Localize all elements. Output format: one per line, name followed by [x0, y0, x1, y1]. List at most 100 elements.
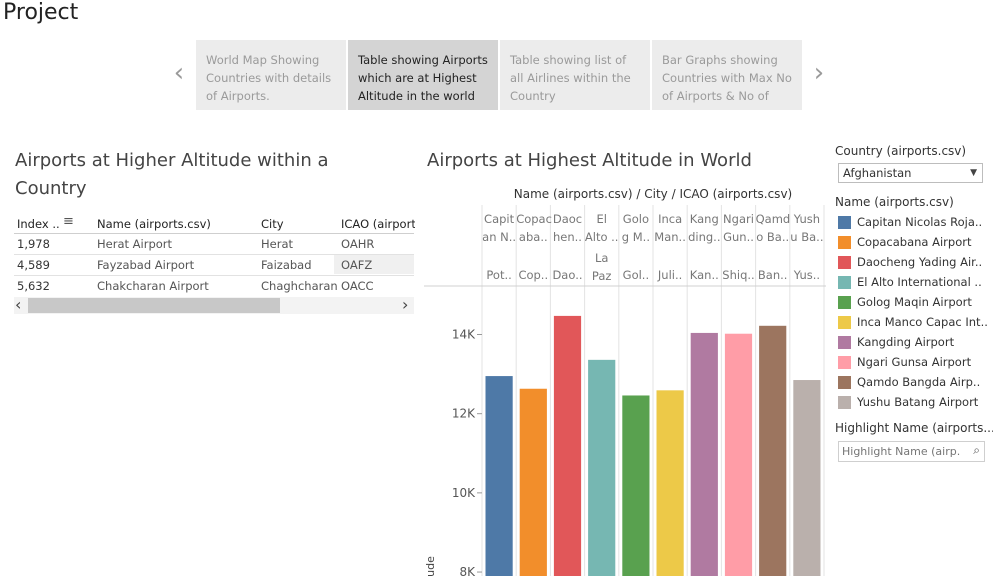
story-point-world-map[interactable]: World Map Showing Countries with details… [196, 40, 346, 110]
legend-swatch[interactable] [838, 356, 851, 369]
legend-swatch[interactable] [838, 256, 851, 269]
cell-city: Faizabad [261, 258, 312, 272]
column-header-text: aba.. [518, 230, 548, 244]
legend-item-label[interactable]: Copacabana Airport [857, 235, 972, 249]
y-axis-label: ude [423, 556, 437, 577]
bar[interactable] [656, 390, 684, 576]
highlight-title: Highlight Name (airports... [835, 421, 993, 435]
legend-item-label[interactable]: Daocheng Yading Air.. [857, 255, 983, 269]
cell-name: Herat Airport [97, 237, 173, 251]
y-tick-label: 10K [452, 486, 476, 500]
legend-swatch[interactable] [838, 336, 851, 349]
column-header-text: Capit [484, 212, 515, 226]
story-point-airlines-table[interactable]: Table showing list of all Airlines withi… [500, 40, 650, 110]
scroll-right-arrow-icon[interactable]: › [402, 295, 409, 314]
scrollbar-thumb[interactable] [28, 298, 280, 313]
country-filter-title: Country (airports.csv) [835, 144, 967, 158]
legend-item-label[interactable]: Golog Maqin Airport [857, 295, 972, 309]
y-tick-label: 8K [459, 565, 476, 576]
cell-icao: OAFZ [341, 258, 373, 272]
left-sheet-title: Airports at Higher Altitude within a Cou… [15, 150, 329, 199]
bar[interactable] [724, 333, 753, 576]
column-header-text: Ban.. [757, 268, 788, 282]
column-header-text: La [594, 251, 609, 265]
column-header-name[interactable]: Name (airports.csv) [97, 217, 211, 231]
column-header-text: Pot.. [486, 268, 512, 282]
legend-swatch[interactable] [838, 396, 851, 409]
column-header-text: an N.. [482, 230, 517, 244]
bar[interactable] [793, 380, 821, 576]
row-divider [14, 254, 414, 255]
legend-item-label[interactable]: El Alto International .. [857, 275, 982, 289]
column-header-text: g M.. [621, 230, 650, 244]
legend-title: Name (airports.csv) [835, 195, 954, 209]
chart-header-title: Name (airports.csv) / City / ICAO (airpo… [513, 187, 793, 201]
column-header-index[interactable]: Index .. [17, 217, 60, 231]
column-header-icao[interactable]: ICAO (airport [341, 217, 415, 231]
highlight-search-box[interactable]: ⌕ [838, 441, 985, 462]
column-header-text: hen.. [553, 230, 582, 244]
y-tick-label: 12K [452, 407, 476, 421]
legend-swatch[interactable] [838, 316, 851, 329]
row-divider [14, 275, 414, 276]
column-header-city[interactable]: City [261, 217, 284, 231]
legend-item-label[interactable]: Inca Manco Capac Int.. [857, 315, 988, 329]
bar[interactable] [485, 376, 513, 576]
story-prev-arrow-icon[interactable]: ‹ [173, 58, 185, 88]
legend-swatch[interactable] [838, 296, 851, 309]
sort-icon[interactable]: ≡ [63, 214, 74, 229]
bar[interactable] [519, 388, 547, 576]
story-point-highest-altitude-table[interactable]: Table showing Airports which are at High… [348, 40, 498, 110]
column-header-text: Paz [591, 269, 612, 283]
bar[interactable] [690, 332, 718, 576]
legend-swatch[interactable] [838, 216, 851, 229]
country-dropdown[interactable]: Afghanistan ▼ [838, 163, 983, 183]
legend-item-label[interactable]: Capitan Nicolas Roja.. [857, 215, 983, 229]
column-header-text: Dao.. [552, 268, 583, 282]
legend-swatch[interactable] [838, 236, 851, 249]
bar[interactable] [759, 325, 787, 576]
highlight-input[interactable] [842, 443, 960, 460]
cell-name: Chakcharan Airport [97, 279, 209, 293]
cell-icao: OAHR [341, 237, 375, 251]
column-header-text: Kang [689, 212, 719, 226]
legend-item-label[interactable]: Kangding Airport [857, 335, 955, 349]
right-sheet-title: Airports at Highest Altitude in World [427, 150, 752, 171]
cell-city: Chaghcharan [261, 279, 338, 293]
column-header-text: ding.. [688, 230, 721, 244]
column-header-text: Shiq.. [722, 268, 755, 282]
column-header-text: Copac [516, 212, 552, 226]
legend-item-label[interactable]: Qamdo Bangda Airp.. [857, 375, 981, 389]
column-header-text: Yush [793, 212, 821, 226]
column-header-text: Inca [658, 212, 683, 226]
cell-icao: OACC [341, 279, 374, 293]
chevron-down-icon[interactable]: ▼ [970, 168, 977, 178]
search-icon[interactable]: ⌕ [973, 443, 980, 457]
column-header-text: Kan.. [689, 268, 719, 282]
y-tick-label: 14K [452, 328, 476, 342]
column-header-text: Golo [622, 212, 649, 226]
column-header-text: Man.. [654, 230, 686, 244]
scroll-left-arrow-icon[interactable]: ‹ [15, 295, 22, 314]
legend-swatch[interactable] [838, 376, 851, 389]
column-header-text: Gol.. [622, 268, 650, 282]
bar[interactable] [553, 315, 582, 576]
header-divider [14, 233, 414, 234]
cell-city: Herat [261, 237, 294, 251]
bar[interactable] [622, 395, 650, 576]
column-header-text: Alto .. [584, 230, 619, 244]
story-point-bar-graphs[interactable]: Bar Graphs showing Countries with Max No… [652, 40, 802, 110]
legend-item-label[interactable]: Yushu Batang Airport [857, 395, 979, 409]
column-header-text: Ngari [723, 212, 754, 226]
column-header-text: Juli.. [657, 268, 683, 282]
column-header-text: Cop.. [518, 268, 549, 282]
column-header-text: u Ba.. [790, 230, 824, 244]
column-header-text: Gun.. [723, 230, 754, 244]
country-dropdown-value: Afghanistan [843, 166, 912, 180]
story-next-arrow-icon[interactable]: › [813, 58, 825, 88]
bar[interactable] [588, 359, 616, 576]
cell-index: 4,589 [17, 258, 50, 272]
column-header-text: o Ba.. [756, 230, 790, 244]
legend-swatch[interactable] [838, 276, 851, 289]
legend-item-label[interactable]: Ngari Gunsa Airport [857, 355, 972, 369]
